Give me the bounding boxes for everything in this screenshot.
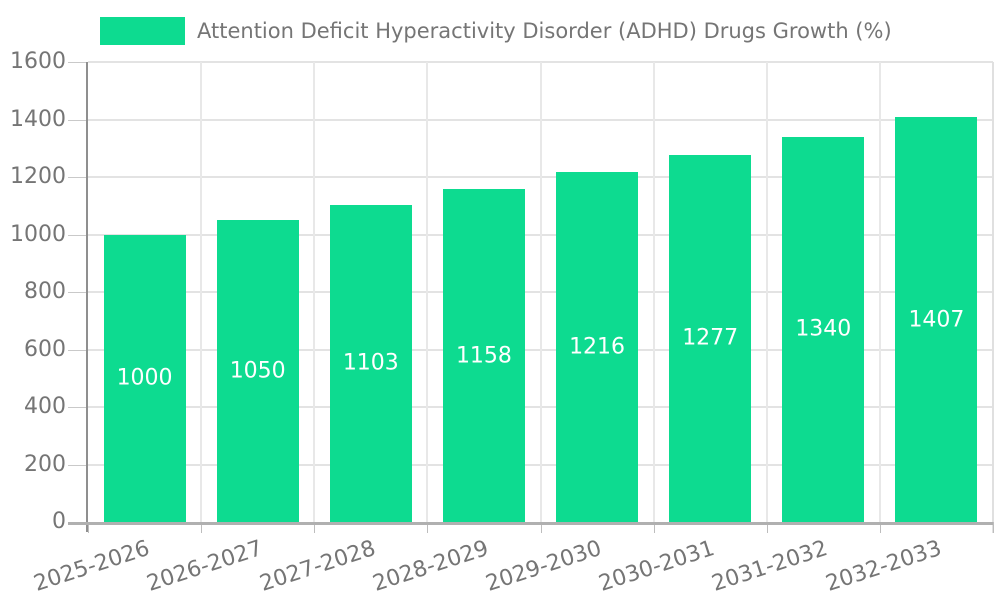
y-axis-label: 200 [24, 451, 66, 477]
bar[interactable]: 1050 [216, 220, 299, 522]
y-axis-line [86, 62, 88, 532]
x-gridline [878, 62, 881, 522]
y-axis-label: 1600 [10, 49, 66, 74]
x-axis-label: 2025-2026 [30, 536, 153, 597]
x-axis-label: 2028-2029 [369, 536, 492, 597]
bar-value-label: 1216 [569, 334, 626, 360]
x-axis-label: 2030-2031 [596, 536, 718, 597]
legend-swatch [100, 17, 185, 45]
x-gridline [426, 62, 429, 522]
y-axis-tick [68, 349, 88, 351]
x-gridline [652, 62, 655, 522]
bar[interactable]: 1407 [895, 117, 978, 522]
bar-value-label: 1050 [229, 358, 286, 384]
x-axis-tick [427, 522, 428, 533]
y-axis-label: 1200 [10, 164, 66, 189]
y-axis-label: 400 [24, 394, 66, 419]
x-axis-tick [201, 522, 202, 533]
y-axis-label: 800 [24, 279, 66, 304]
x-gridline [539, 62, 542, 522]
bar[interactable]: 1340 [782, 136, 865, 522]
x-axis-tick [541, 522, 542, 533]
x-axis-line [68, 522, 993, 525]
x-gridline [200, 62, 203, 522]
bar-value-label: 1407 [908, 307, 965, 333]
bar-value-label: 1158 [455, 343, 512, 369]
bar-value-label: 1103 [342, 350, 399, 376]
x-axis-label: 2029-2030 [483, 536, 605, 597]
y-axis-tick [68, 119, 88, 121]
y-axis-tick [68, 464, 88, 466]
bar[interactable]: 1216 [556, 172, 639, 522]
x-gridline [313, 62, 316, 522]
x-axis-tick [88, 522, 89, 533]
x-axis-label: 2026-2027 [143, 536, 266, 597]
x-axis-tick [767, 522, 768, 533]
bar[interactable]: 1158 [442, 189, 525, 522]
x-axis-label: 2031-2032 [709, 536, 832, 597]
x-axis-label: 2027-2028 [256, 536, 379, 597]
y-axis-label: 1400 [10, 106, 66, 132]
bar[interactable]: 1277 [669, 154, 752, 522]
x-axis-label: 2032-2033 [822, 536, 945, 597]
y-axis-tick [68, 62, 88, 63]
legend-label: Attention Deficit Hyperactivity Disorder… [197, 19, 892, 43]
x-axis-tick [654, 522, 655, 533]
y-axis-tick [68, 292, 88, 293]
y-axis-label: 600 [24, 336, 66, 362]
bar[interactable]: 1103 [329, 204, 412, 522]
x-axis-tick [314, 522, 315, 533]
bar-value-label: 1340 [795, 316, 852, 342]
y-axis-tick [68, 407, 88, 408]
x-gridline [765, 62, 768, 522]
y-axis-tick [68, 177, 88, 178]
y-axis-tick [68, 234, 88, 236]
bar-value-label: 1277 [682, 325, 739, 351]
y-axis-label: 1000 [10, 221, 66, 247]
plot-right-border [992, 62, 994, 533]
y-axis-label: 0 [52, 509, 66, 534]
x-axis-tick [880, 522, 881, 533]
bar-value-label: 1000 [116, 365, 173, 391]
legend-item[interactable]: Attention Deficit Hyperactivity Disorder… [100, 17, 892, 45]
x-axis-tick [993, 522, 994, 533]
bar[interactable]: 1000 [103, 234, 186, 522]
